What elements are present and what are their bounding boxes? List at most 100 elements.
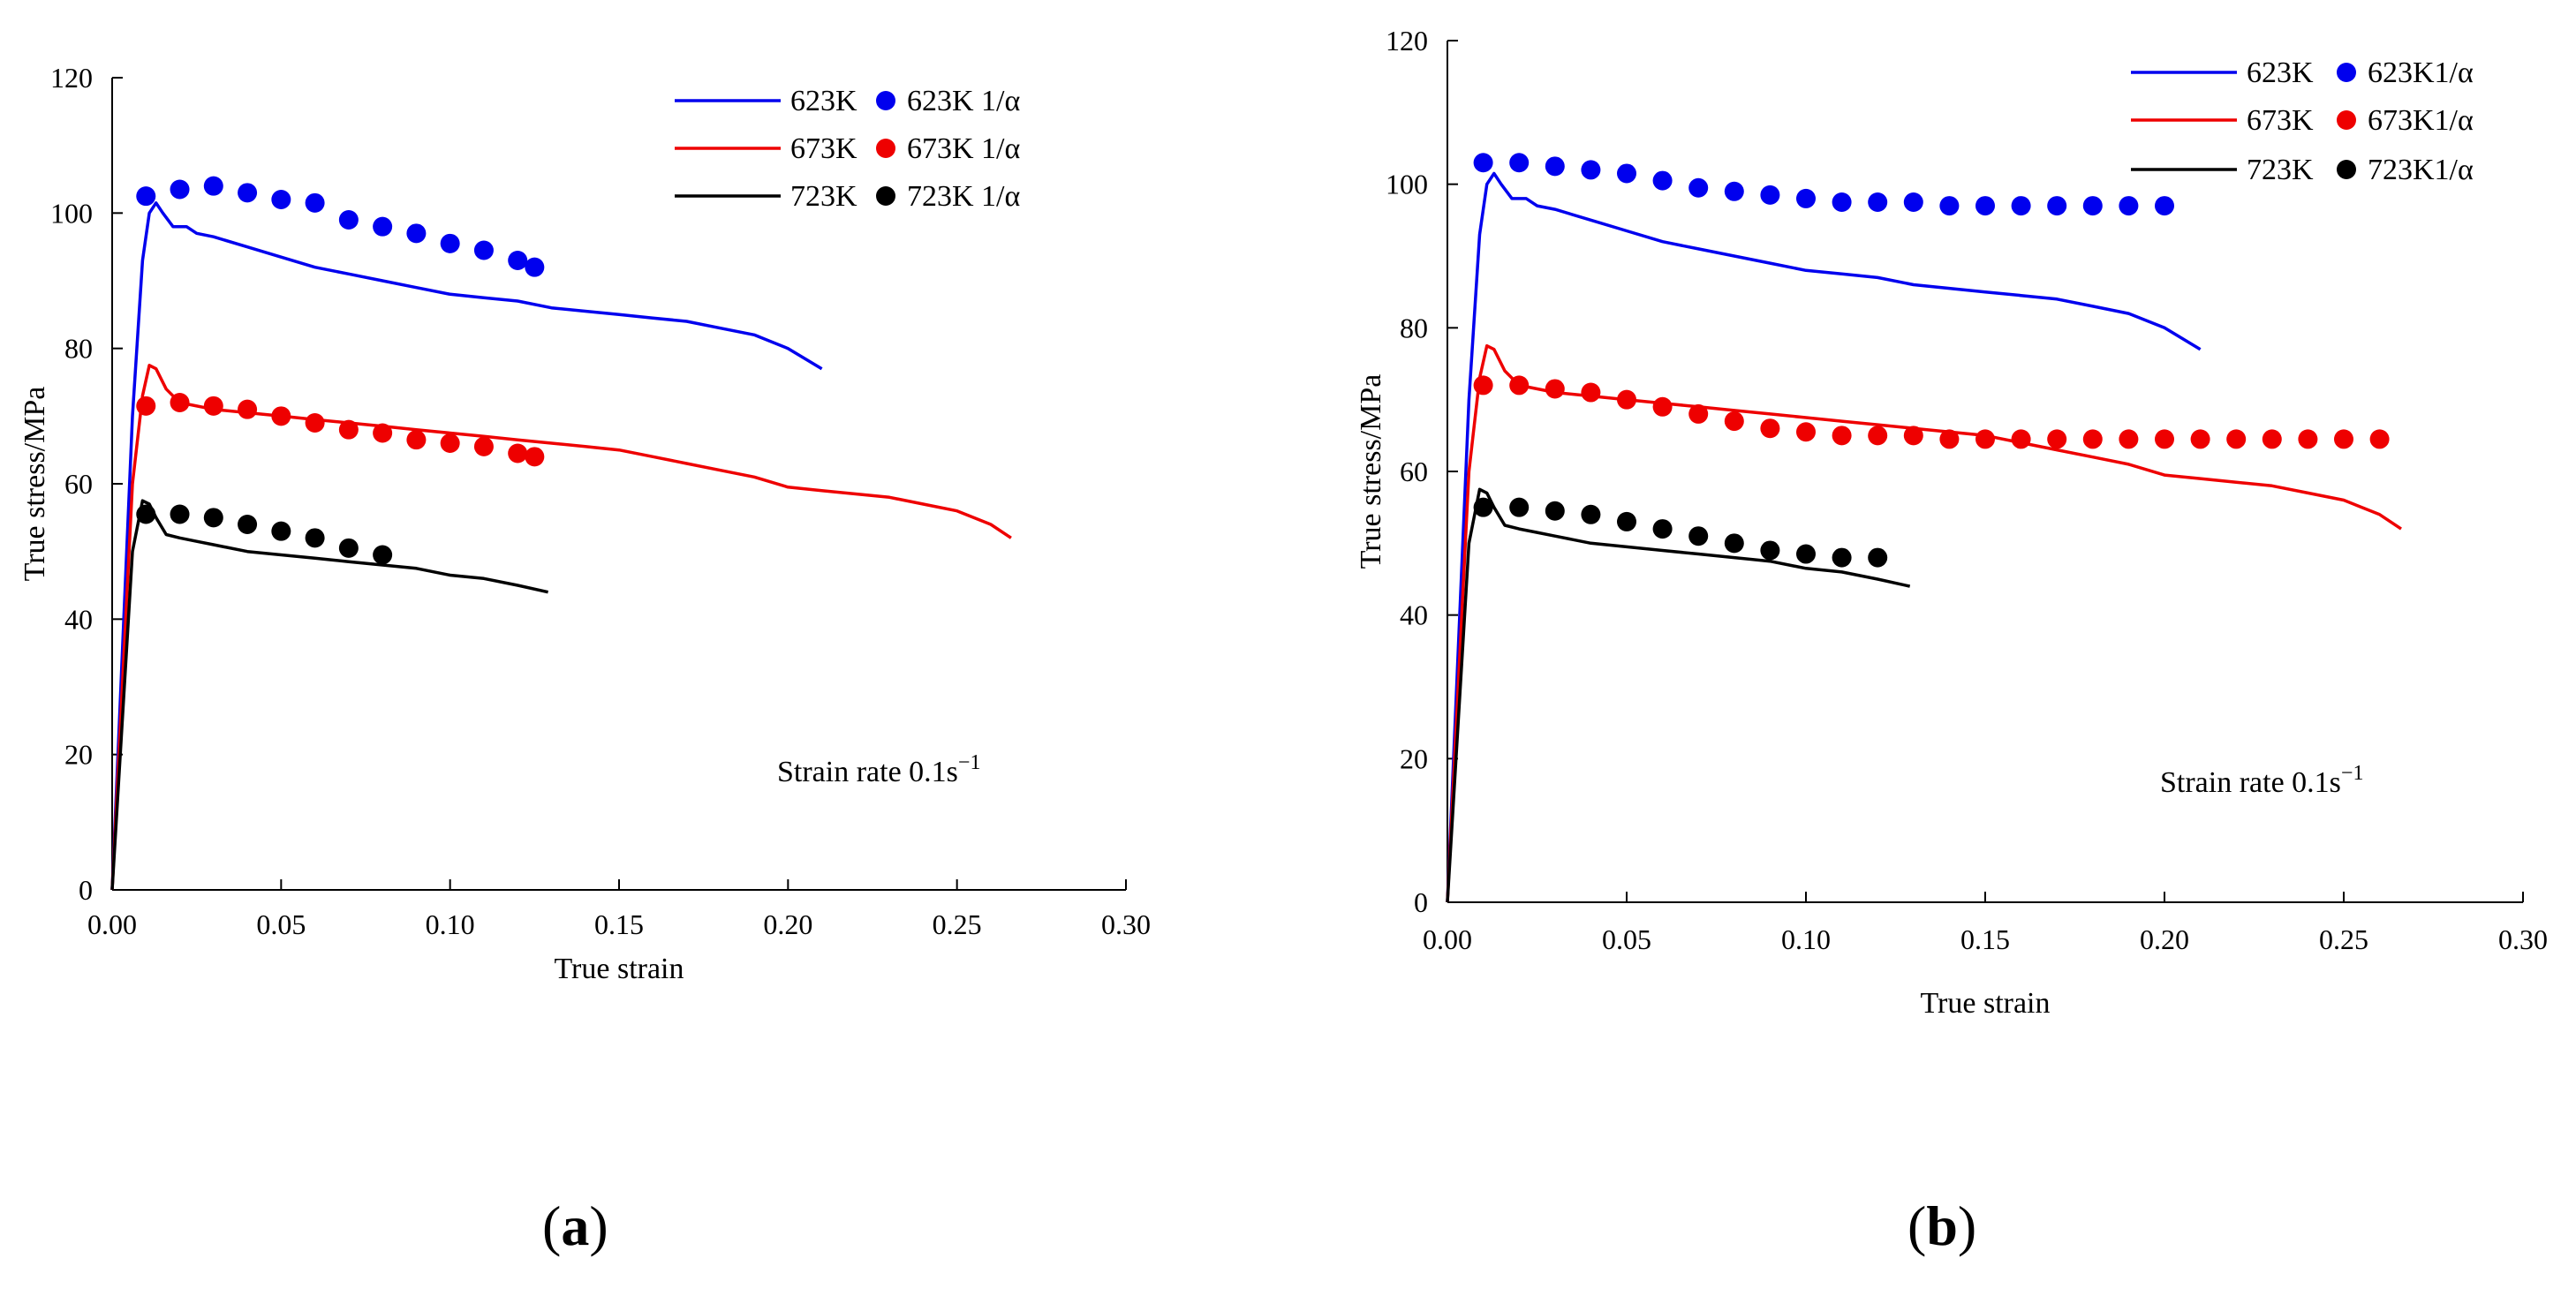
scatter-point-673k-b bbox=[1652, 396, 1673, 417]
scatter-point-623k-b bbox=[2011, 196, 2031, 216]
scatter-point-623k-b bbox=[1581, 160, 1601, 180]
x-tick-label-a: 0.25 bbox=[933, 908, 982, 940]
scatter-point-673k-b bbox=[1509, 375, 1530, 396]
y-tick-label-a: 120 bbox=[50, 62, 93, 94]
scatter-point-673k-b bbox=[1760, 418, 1780, 439]
scatter-point-623k-b bbox=[1652, 170, 1673, 191]
scatter-point-673k-a bbox=[406, 430, 427, 450]
scatter-point-673k-b bbox=[1617, 389, 1636, 410]
x-tick-label-a: 0.30 bbox=[1101, 908, 1151, 940]
x-tick-label-a: 0.00 bbox=[87, 908, 137, 940]
series-line-673k-a bbox=[110, 364, 1012, 891]
legend-dot-swatch-a bbox=[876, 186, 895, 206]
scatter-point-723k-b bbox=[1724, 533, 1744, 554]
legend-dot-swatch-a bbox=[876, 91, 895, 110]
legend-dot-label-a: 723K 1/α bbox=[907, 180, 1021, 213]
series-line-623k-b bbox=[1446, 171, 2202, 903]
x-tick-label-b: 0.30 bbox=[2498, 923, 2548, 955]
scatter-point-723k-b bbox=[1509, 497, 1530, 517]
scatter-point-723k-a bbox=[338, 538, 359, 558]
scatter-point-673k-b bbox=[1868, 426, 1888, 446]
legend-dot-swatch-b bbox=[2337, 160, 2356, 179]
y-tick-label-b: 120 bbox=[1386, 25, 1428, 57]
scatter-point-623k-a bbox=[508, 251, 528, 270]
scatter-point-623k-b bbox=[1760, 185, 1780, 205]
legend-dot-label-a: 623K 1/α bbox=[907, 85, 1021, 117]
scatter-point-673k-a bbox=[473, 436, 494, 456]
scatter-point-673k-b bbox=[1903, 426, 1923, 446]
legend-a: 623K 673K 723K 623K 1/α 673K 1/α 723K 1/α bbox=[675, 85, 1021, 213]
chart-panel-a: 0 20 40 60 80 100 120 0.00 0.05 0.10 0.15 0.20 0.25 0… bbox=[19, 62, 1151, 985]
x-axis-label-a: True strain bbox=[554, 953, 684, 985]
legend-line-label-b: 723K bbox=[2247, 154, 2314, 186]
scatter-point-623k-b bbox=[1724, 181, 1744, 201]
legend-dot-label-b: 623K1/α bbox=[2368, 57, 2474, 89]
scatter-point-673k-b bbox=[2190, 429, 2210, 449]
scatter-point-723k-a bbox=[170, 504, 190, 524]
x-tick-label-a: 0.20 bbox=[763, 908, 812, 940]
scatter-point-673k-b bbox=[2011, 429, 2031, 449]
scatter-point-673k-a bbox=[203, 396, 223, 416]
scatter-point-673k-a bbox=[238, 399, 258, 419]
y-axis-label-b: True stress/MPa bbox=[1355, 374, 1387, 569]
y-tick-label-a: 60 bbox=[64, 468, 93, 500]
legend-b: 623K 673K 723K 623K1/α 673K1/α 723K1/α bbox=[2131, 57, 2474, 186]
scatter-point-673k-b bbox=[2262, 429, 2282, 449]
y-tick-label-b: 60 bbox=[1400, 456, 1428, 487]
scatter-point-623k-b bbox=[1975, 196, 1995, 216]
scatter-point-673k-b bbox=[1939, 429, 1960, 449]
scatter-point-723k-b bbox=[1760, 540, 1780, 561]
panel-label-b-open: ( bbox=[1907, 1194, 1927, 1257]
scatter-point-673k-b bbox=[2082, 429, 2103, 449]
scatter-point-723k-b bbox=[1868, 547, 1888, 568]
legend-dot-swatch-a bbox=[876, 139, 895, 158]
scatter-point-623k-b bbox=[1832, 192, 1852, 212]
strain-rate-annotation-a: Strain rate 0.1s−1 bbox=[777, 751, 980, 788]
scatter-point-673k-b bbox=[2334, 429, 2353, 449]
scatter-point-623k-b bbox=[1903, 192, 1923, 212]
legend-line-label-b: 673K bbox=[2247, 104, 2314, 137]
scatter-point-723k-b bbox=[1473, 497, 1493, 517]
x-axis-label-b: True strain bbox=[1920, 987, 2050, 1020]
scatter-point-673k-b bbox=[1545, 379, 1565, 399]
y-tick-label-b: 20 bbox=[1400, 742, 1428, 774]
scatter-point-623k-b bbox=[1473, 153, 1493, 173]
panel-label-a: (a) bbox=[542, 1194, 608, 1259]
x-tick-label-b: 0.00 bbox=[1423, 923, 1472, 955]
scatter-point-623k-a bbox=[305, 192, 325, 213]
scatter-point-723k-a bbox=[136, 504, 156, 524]
x-tick-label-b: 0.15 bbox=[1960, 923, 2010, 955]
y-tick-label-a: 100 bbox=[50, 197, 93, 229]
scatter-point-623k-a bbox=[170, 179, 190, 200]
panel-label-a-close: ) bbox=[589, 1194, 608, 1257]
legend-dot-swatch-b bbox=[2337, 63, 2356, 82]
scatter-point-673k-a bbox=[338, 419, 359, 440]
scatter-point-723k-a bbox=[271, 521, 291, 541]
panel-label-b: (b) bbox=[1907, 1194, 1976, 1259]
x-tick-label-b: 0.05 bbox=[1602, 923, 1651, 955]
legend-dot-label-b: 673K1/α bbox=[2368, 104, 2474, 137]
y-tick-label-b: 0 bbox=[1414, 886, 1428, 918]
series-line-623k-a bbox=[110, 201, 823, 891]
legend-dot-label-b: 723K1/α bbox=[2368, 154, 2474, 186]
strain-rate-annotation-b: Strain rate 0.1s−1 bbox=[2160, 762, 2363, 799]
scatter-point-673k-b bbox=[1975, 429, 1995, 449]
scatter-point-673k-b bbox=[2047, 429, 2067, 449]
legend-line-label-a: 623K bbox=[790, 85, 857, 117]
scatter-point-623k-b bbox=[2082, 196, 2103, 216]
scatter-point-623k-b bbox=[1868, 192, 1888, 212]
scatter-point-623k-b bbox=[1796, 188, 1816, 208]
scatter-point-623k-a bbox=[406, 223, 427, 244]
x-tick-label-a: 0.10 bbox=[426, 908, 475, 940]
scatter-point-623k-a bbox=[440, 233, 460, 253]
scatter-point-673k-b bbox=[2155, 429, 2174, 449]
scatter-point-623k-a bbox=[373, 216, 393, 237]
scatter-point-673k-a bbox=[305, 413, 325, 433]
scatter-point-623k-b bbox=[1939, 196, 1960, 216]
scatter-point-623k-a bbox=[473, 240, 494, 260]
x-tick-label-b: 0.25 bbox=[2319, 923, 2368, 955]
scatter-point-623k-b bbox=[1545, 156, 1565, 177]
legend-line-label-a: 723K bbox=[790, 180, 857, 213]
scatter-point-673k-b bbox=[2298, 429, 2318, 449]
scatter-point-723k-b bbox=[1688, 526, 1709, 546]
